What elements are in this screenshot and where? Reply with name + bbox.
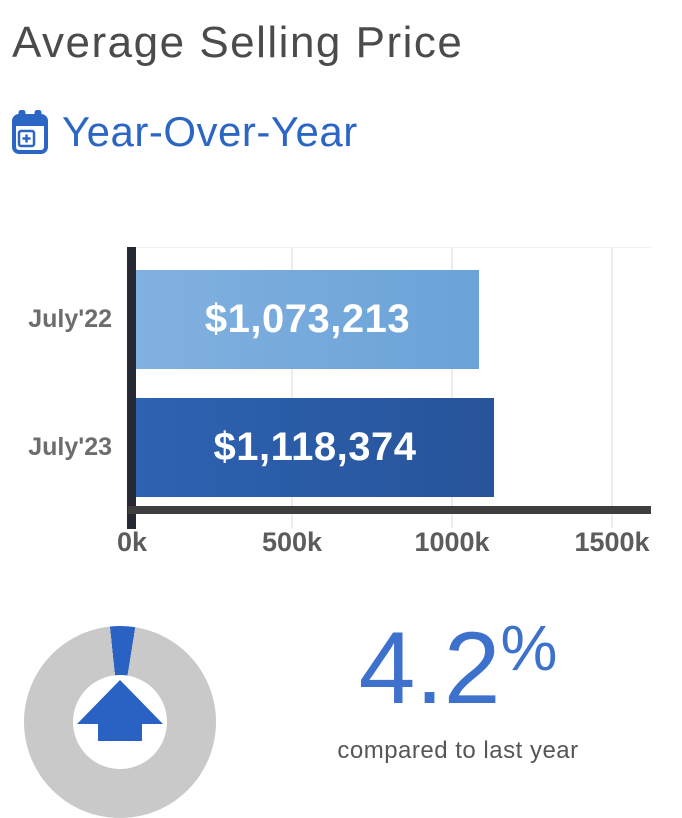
bar-row-july23: July'23 $1,118,374 xyxy=(0,398,682,497)
plot-top-border xyxy=(132,247,651,248)
bar-chart: July'22 $1,073,213 July'23 $1,118,374 0k… xyxy=(0,243,682,573)
period-selector[interactable]: Year-Over-Year xyxy=(12,108,358,156)
x-tick-0k: 0k xyxy=(116,527,148,557)
category-label-july23: July'23 xyxy=(28,433,112,461)
bar-july22: $1,073,213 xyxy=(136,270,479,369)
donut-gauge xyxy=(24,626,216,818)
gridline-1500k xyxy=(611,247,613,528)
gridline-1000k xyxy=(451,247,453,528)
x-tick-500k: 500k xyxy=(261,527,323,557)
gridline-500k xyxy=(291,247,293,528)
x-tick-1000k: 1000k xyxy=(414,527,490,557)
x-tick-1500k: 1500k xyxy=(574,527,650,557)
bar-row-july22: July'22 $1,073,213 xyxy=(0,270,682,369)
bar-july23: $1,118,374 xyxy=(136,398,494,497)
bar-value-july23: $1,118,374 xyxy=(213,425,417,469)
kpi-number: 4.2 xyxy=(358,611,501,725)
kpi-caption: compared to last year xyxy=(337,737,579,764)
kpi-block: 4.2% compared to last year xyxy=(308,612,608,765)
period-label: Year-Over-Year xyxy=(62,108,358,155)
kpi-value: 4.2% xyxy=(308,612,608,733)
up-arrow-icon xyxy=(77,680,163,741)
y-axis-line xyxy=(127,247,136,529)
category-label-july22: July'22 xyxy=(28,305,112,333)
calendar-plus-icon xyxy=(12,110,48,154)
page-title: Average Selling Price xyxy=(12,18,464,67)
percent-sign: % xyxy=(500,612,558,684)
bar-value-july22: $1,073,213 xyxy=(204,297,411,341)
x-axis-line xyxy=(128,506,651,514)
